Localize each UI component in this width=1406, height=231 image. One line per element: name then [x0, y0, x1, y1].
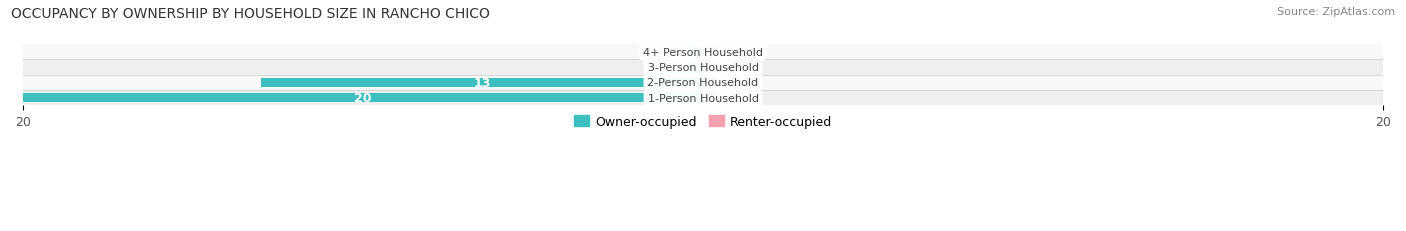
Text: 0: 0 [727, 46, 735, 59]
Bar [689, 63, 703, 73]
Legend: Owner-occupied, Renter-occupied: Owner-occupied, Renter-occupied [568, 110, 838, 133]
Bar [703, 48, 717, 57]
Bar [22, 91, 1384, 106]
Text: 3-Person Household: 3-Person Household [648, 63, 758, 73]
Text: 0: 0 [671, 61, 679, 74]
Bar [689, 48, 703, 57]
Bar [703, 94, 717, 103]
Text: 2-Person Household: 2-Person Household [647, 78, 759, 88]
Text: Source: ZipAtlas.com: Source: ZipAtlas.com [1277, 7, 1395, 17]
Text: 13: 13 [474, 77, 491, 90]
Text: 0: 0 [727, 61, 735, 74]
Bar [22, 45, 1384, 60]
Bar [22, 76, 1384, 91]
Text: 0: 0 [727, 92, 735, 105]
Bar [703, 79, 717, 88]
Text: 4+ Person Household: 4+ Person Household [643, 48, 763, 58]
Bar [22, 60, 1384, 76]
Bar [22, 94, 703, 103]
Text: 20: 20 [354, 92, 371, 105]
Bar [262, 79, 703, 88]
Text: 0: 0 [671, 46, 679, 59]
Text: 0: 0 [727, 77, 735, 90]
Text: OCCUPANCY BY OWNERSHIP BY HOUSEHOLD SIZE IN RANCHO CHICO: OCCUPANCY BY OWNERSHIP BY HOUSEHOLD SIZE… [11, 7, 491, 21]
Text: 1-Person Household: 1-Person Household [648, 93, 758, 103]
Bar [703, 63, 717, 73]
